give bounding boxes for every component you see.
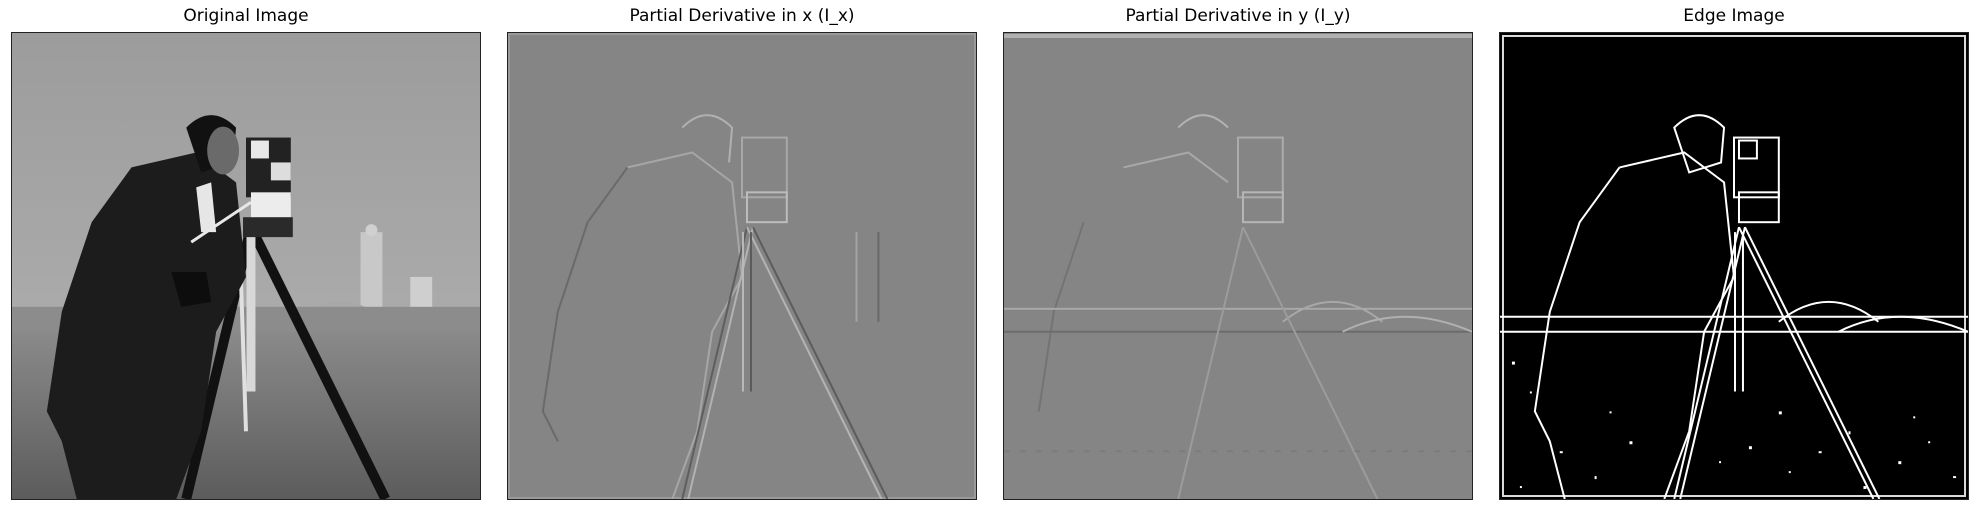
panel-title-original: Original Image <box>183 6 309 26</box>
panel-derivative-y: Partial Derivative in y (I_y) <box>1003 0 1473 510</box>
derivative-y-map <box>1004 33 1472 499</box>
panel-title-edge: Edge Image <box>1683 6 1785 26</box>
derivative-x-map <box>508 33 976 499</box>
panel-derivative-x: Partial Derivative in x (I_x) <box>507 0 977 510</box>
original-image <box>11 32 481 500</box>
derivative-x-image <box>507 32 977 500</box>
edge-map <box>1500 33 1968 499</box>
cameraman-photo <box>12 33 480 499</box>
panel-title-derivative-y: Partial Derivative in y (I_y) <box>1125 6 1351 26</box>
panel-original: Original Image <box>11 0 481 510</box>
edge-image <box>1499 32 1969 500</box>
panel-title-derivative-x: Partial Derivative in x (I_x) <box>629 6 855 26</box>
derivative-y-image <box>1003 32 1473 500</box>
panel-edge: Edge Image <box>1499 0 1969 510</box>
